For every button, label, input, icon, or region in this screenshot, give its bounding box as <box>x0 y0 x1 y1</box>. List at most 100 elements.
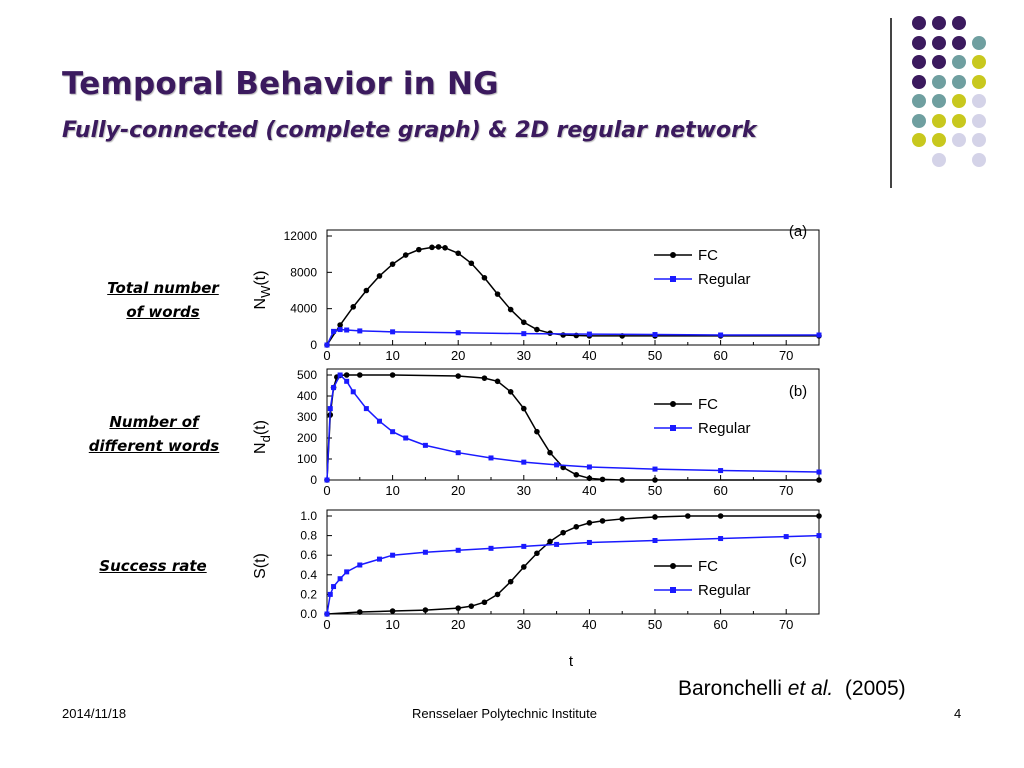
data-point-fc <box>560 332 566 338</box>
decorative-dot <box>932 55 946 69</box>
x-tick-label: 10 <box>385 483 399 498</box>
data-point-regular <box>376 556 382 562</box>
data-point-regular <box>324 477 330 483</box>
data-point-regular <box>652 466 658 472</box>
data-point-regular <box>390 329 396 335</box>
data-point-regular <box>357 562 363 568</box>
y-tick-label: 0 <box>310 473 317 487</box>
data-point-regular <box>521 331 527 337</box>
x-tick-label: 20 <box>451 348 465 363</box>
x-tick-label: 30 <box>517 483 531 498</box>
data-point-regular <box>455 330 461 336</box>
data-point-fc <box>547 449 553 456</box>
data-point-fc <box>357 609 363 615</box>
data-point-fc <box>560 529 566 536</box>
data-point-regular <box>331 328 337 334</box>
y-tick-label: 300 <box>297 410 317 424</box>
data-point-fc <box>402 252 409 258</box>
data-point-fc <box>350 304 357 310</box>
panel-label: (b) <box>789 383 807 400</box>
legend-label-fc: FC <box>698 558 718 575</box>
data-point-fc <box>573 523 580 530</box>
decorative-dot <box>912 133 926 147</box>
decorative-dot <box>972 55 986 69</box>
data-point-fc <box>652 477 658 483</box>
label-total-words-line2: of words <box>126 303 200 321</box>
decorative-dot <box>952 94 966 108</box>
x-axis-label: t <box>569 653 574 670</box>
data-point-regular <box>521 543 527 549</box>
y-tick-label: 200 <box>297 431 317 445</box>
data-point-fc <box>357 372 363 378</box>
decorative-dot <box>972 133 986 147</box>
footer-date: 2014/11/18 <box>62 706 127 721</box>
label-success-rate: Success rate <box>88 554 218 578</box>
data-point-fc <box>586 475 593 482</box>
decorative-dot <box>932 74 946 89</box>
data-point-regular <box>586 331 592 337</box>
data-point-fc <box>534 428 540 435</box>
data-point-regular <box>488 545 494 551</box>
citation-etal: et al. <box>787 677 834 700</box>
label-total-words: Total number of words <box>98 276 228 324</box>
data-point-fc <box>652 514 658 520</box>
x-tick-label: 50 <box>648 348 662 363</box>
footer-institution: Rensselaer Polytechnic Institute <box>412 706 597 721</box>
data-point-fc <box>534 550 540 557</box>
y-axis-label-main: N <box>252 298 269 310</box>
decorative-dot <box>952 55 966 69</box>
y-tick-label: 0.6 <box>300 548 317 562</box>
y-tick-label: 12000 <box>284 229 318 243</box>
chart-panel-1: 0 10 20 30 40 50 60 70 0 4000 8000 12000 NW(t) (a) FC R… <box>252 223 822 363</box>
data-point-fc <box>343 372 350 378</box>
x-tick-label: 0 <box>323 617 330 632</box>
data-point-fc <box>494 591 501 598</box>
series-line-regular <box>326 328 819 346</box>
data-point-fc <box>521 564 527 570</box>
data-point-fc <box>685 513 691 519</box>
data-point-fc <box>507 306 514 313</box>
slide-subtitle: Fully-connected (complete graph) & 2D re… <box>62 118 757 143</box>
legend-marker <box>670 252 676 258</box>
data-point-fc <box>507 389 514 395</box>
data-point-fc <box>619 516 625 522</box>
panel-label: (a) <box>789 223 807 240</box>
data-point-regular <box>327 406 333 412</box>
y-tick-label: 500 <box>297 368 317 382</box>
y-axis-label-tail: (t) <box>252 271 269 286</box>
data-point-regular <box>337 327 343 333</box>
data-point-regular <box>718 468 724 474</box>
data-point-fc <box>599 518 606 524</box>
data-point-regular <box>718 536 724 542</box>
y-tick-label: 400 <box>297 389 317 403</box>
data-point-fc <box>481 274 488 281</box>
data-point-fc <box>494 291 501 297</box>
data-point-fc <box>816 477 822 483</box>
data-point-fc <box>455 605 462 611</box>
decorative-dot <box>932 152 946 167</box>
data-point-fc <box>429 244 435 251</box>
data-point-fc <box>416 246 422 253</box>
slide-title: Temporal Behavior in NG <box>62 66 499 102</box>
data-point-regular <box>331 385 337 391</box>
data-point-regular <box>376 418 382 424</box>
data-point-regular <box>324 342 330 348</box>
data-point-regular <box>331 584 337 590</box>
data-point-regular <box>586 464 592 470</box>
data-point-fc <box>455 373 462 379</box>
data-point-regular <box>403 435 409 441</box>
data-point-fc <box>494 378 501 385</box>
decorative-dot <box>912 35 926 50</box>
decorative-dot <box>972 35 986 50</box>
legend-marker <box>670 563 676 569</box>
data-point-fc <box>376 273 383 279</box>
decorative-dot <box>912 74 926 89</box>
data-point-fc <box>816 513 822 519</box>
decorative-dot <box>912 55 926 69</box>
data-point-regular <box>337 576 343 582</box>
x-tick-label: 20 <box>451 483 465 498</box>
decorative-dot <box>912 16 926 30</box>
x-tick-label: 60 <box>713 617 727 632</box>
data-point-regular <box>422 442 428 448</box>
data-point-fc <box>422 607 429 613</box>
